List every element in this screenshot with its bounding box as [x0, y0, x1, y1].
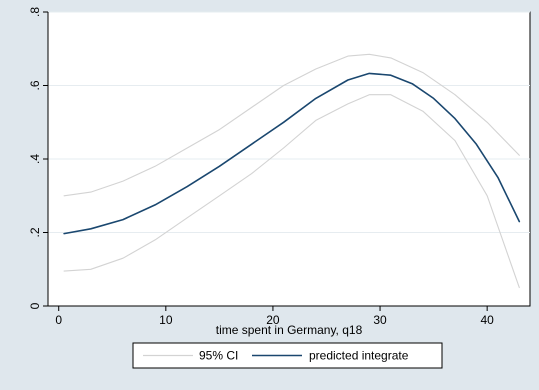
y-tick-label-0: 0 — [28, 302, 42, 309]
legend-label-ci: 95% CI — [199, 349, 238, 363]
series-line-ci_upper — [63, 53, 520, 197]
y-tick-label-1: .2 — [28, 227, 42, 237]
y-tick-label-4: .8 — [28, 7, 42, 17]
y-tick-label-2: .4 — [28, 154, 42, 164]
axes: 0 10 20 30 40 0 .2 .4 .6 .8 — [28, 7, 530, 327]
y-tick-label-3: .6 — [28, 80, 42, 90]
x-tick-label-4: 40 — [480, 313, 494, 327]
series-line-ci_lower — [63, 94, 520, 289]
x-tick-label-3: 30 — [373, 313, 387, 327]
x-tick-label-1: 10 — [159, 313, 173, 327]
x-tick-label-2: 20 — [266, 313, 280, 327]
series-layer — [63, 53, 521, 289]
series-line-fit — [63, 72, 521, 235]
x-tick-label-0: 0 — [55, 313, 62, 327]
legend: 95% CI predicted integrate — [132, 342, 443, 369]
x-axis-label: time spent in Germany, q18 — [216, 323, 363, 337]
grid-lines — [48, 11, 530, 233]
legend-label-predicted: predicted integrate — [309, 349, 409, 363]
